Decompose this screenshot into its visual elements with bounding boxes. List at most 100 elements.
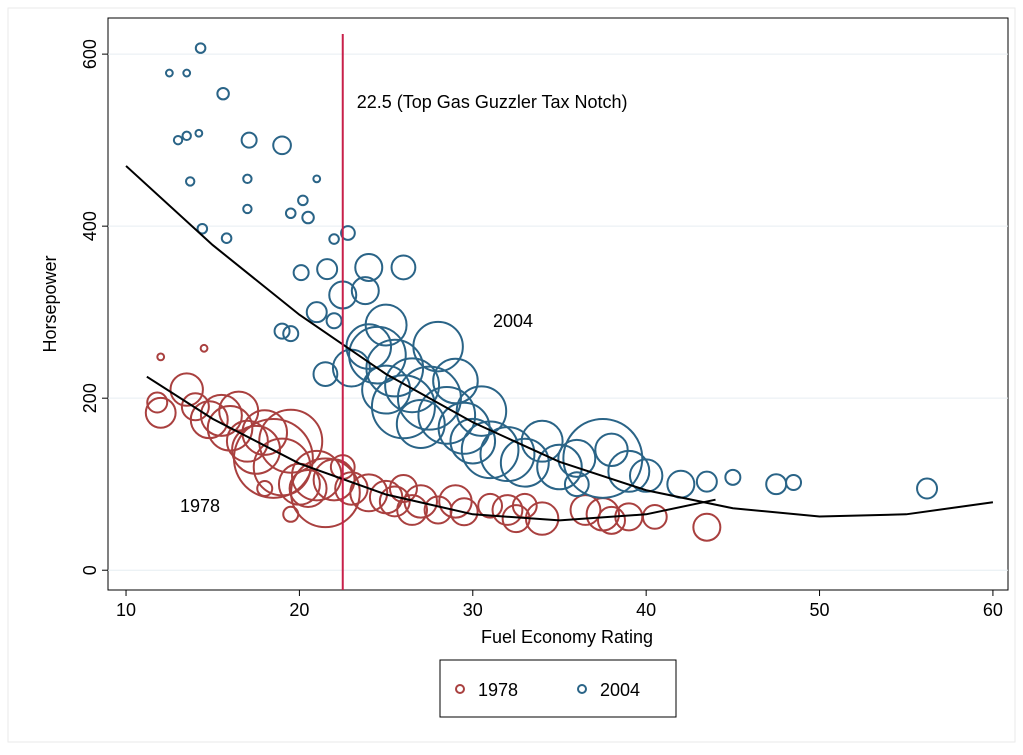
bubble	[449, 417, 497, 465]
plot-frame	[107, 17, 1009, 591]
bubble	[194, 128, 204, 138]
bubble	[284, 207, 297, 220]
x-tick-label: 30	[463, 600, 483, 620]
bubble	[199, 393, 243, 437]
bubble	[477, 492, 504, 519]
y-tick-label: 400	[80, 211, 100, 241]
bubble	[563, 471, 590, 498]
bubble	[370, 374, 436, 440]
bubble	[479, 426, 536, 483]
bubble	[316, 258, 339, 281]
bubble	[288, 469, 328, 508]
bubble	[312, 361, 339, 387]
bubble	[349, 473, 389, 513]
bubble	[169, 372, 204, 407]
panel	[7, 7, 1016, 743]
fit-line	[125, 165, 994, 518]
bubble	[692, 512, 722, 542]
bubble	[194, 42, 207, 54]
bubble	[437, 401, 491, 455]
bubble	[242, 203, 253, 215]
x-tick-label: 40	[636, 600, 656, 620]
bubble	[240, 131, 258, 149]
y-tick-label: 0	[80, 565, 100, 575]
bubble	[916, 477, 939, 500]
bubble	[390, 254, 417, 281]
bubble	[607, 449, 651, 493]
legend-label: 2004	[600, 680, 640, 700]
bubble	[180, 392, 210, 422]
legend-box	[439, 659, 677, 718]
y-axis-title: Horsepower	[40, 255, 60, 352]
bubble	[182, 68, 192, 78]
bubble	[196, 222, 209, 235]
bubble	[328, 233, 340, 245]
x-tick-label: 20	[289, 600, 309, 620]
bubble	[499, 437, 550, 488]
bubble	[460, 420, 520, 480]
bubble	[181, 130, 192, 142]
x-tick-label: 50	[810, 600, 830, 620]
fit-line	[146, 375, 716, 522]
x-tick-label: 60	[983, 600, 1003, 620]
bubble	[417, 386, 477, 445]
bubble	[325, 312, 343, 330]
bubble	[199, 343, 209, 353]
bubble	[785, 473, 803, 491]
bubble	[491, 494, 524, 526]
bubble	[455, 385, 508, 437]
bubble	[144, 396, 177, 429]
bubble	[388, 474, 418, 504]
bubble	[361, 364, 412, 415]
bubble	[395, 399, 446, 449]
y-tick-label: 200	[80, 383, 100, 413]
bubble	[520, 419, 564, 463]
bubble	[216, 86, 230, 101]
bubble	[432, 357, 479, 405]
bubble	[449, 497, 479, 527]
bubble	[536, 443, 583, 491]
x-axis-title: Fuel Economy Rating	[481, 627, 653, 647]
bubble	[282, 325, 300, 343]
bubble	[220, 232, 233, 244]
bubble	[354, 252, 384, 282]
bubble	[282, 505, 300, 523]
bubble	[628, 458, 664, 493]
bubble	[396, 494, 429, 526]
series-label: 1978	[180, 496, 220, 516]
bubble	[272, 135, 292, 156]
bubble	[164, 68, 174, 78]
bubble	[242, 173, 253, 185]
bubble	[172, 134, 184, 146]
bubble	[292, 264, 310, 282]
bubble	[594, 432, 629, 467]
bubble	[569, 494, 602, 526]
bubble	[364, 303, 408, 347]
bubble	[340, 225, 356, 241]
bubble	[297, 194, 309, 207]
bubble	[184, 176, 196, 187]
bubble	[562, 417, 644, 499]
bubble	[258, 408, 324, 474]
bubble	[384, 357, 441, 414]
y-tick-label: 600	[80, 39, 100, 69]
bubble	[412, 320, 464, 373]
bubble	[695, 470, 718, 493]
bubble	[350, 276, 380, 306]
x-tick-label: 10	[116, 600, 136, 620]
bubble	[301, 210, 315, 225]
bubble	[256, 480, 274, 498]
bubble	[596, 505, 626, 535]
reference-label: 22.5 (Top Gas Guzzler Tax Notch)	[357, 92, 628, 112]
bubble	[305, 301, 328, 324]
bubble	[146, 391, 169, 414]
bubble	[312, 174, 322, 184]
bubble	[273, 322, 291, 340]
legend-label: 1978	[478, 680, 518, 700]
bubble	[156, 352, 166, 362]
legend-marker	[577, 684, 587, 694]
bubble	[641, 503, 668, 530]
legend-marker	[455, 684, 465, 694]
bubble	[225, 419, 269, 463]
